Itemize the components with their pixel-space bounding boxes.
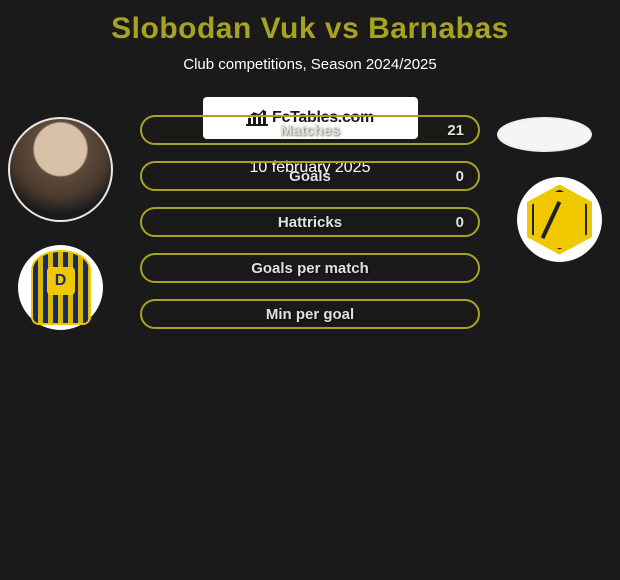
comparison-panel: Matches 21 Goals 0 Hattricks 0 Goals per match… [0,97,620,477]
stat-row: Goals per match [140,253,480,283]
stat-label: Goals per match [251,260,369,277]
stat-value-right: 21 [447,122,464,139]
stat-row: Matches 21 [140,115,480,145]
player-left-avatar [8,117,113,222]
radomlje-crest-icon [527,185,592,255]
club-right-badge [517,177,602,262]
player-right-avatar [497,117,592,152]
stat-row: Hattricks 0 [140,207,480,237]
subtitle: Club competitions, Season 2024/2025 [0,56,620,73]
stat-row: Goals 0 [140,161,480,191]
stat-row: Min per goal [140,299,480,329]
stat-label: Min per goal [266,306,354,323]
club-left-badge [18,245,103,330]
domzale-crest-icon [31,250,91,325]
stats-list: Matches 21 Goals 0 Hattricks 0 Goals per match… [140,115,480,345]
stat-value-right: 0 [456,168,464,185]
stat-label: Hattricks [278,214,342,231]
page-title: Slobodan Vuk vs Barnabas [0,0,620,46]
stat-label: Goals [289,168,331,185]
stat-label: Matches [280,122,340,139]
stat-value-right: 0 [456,214,464,231]
